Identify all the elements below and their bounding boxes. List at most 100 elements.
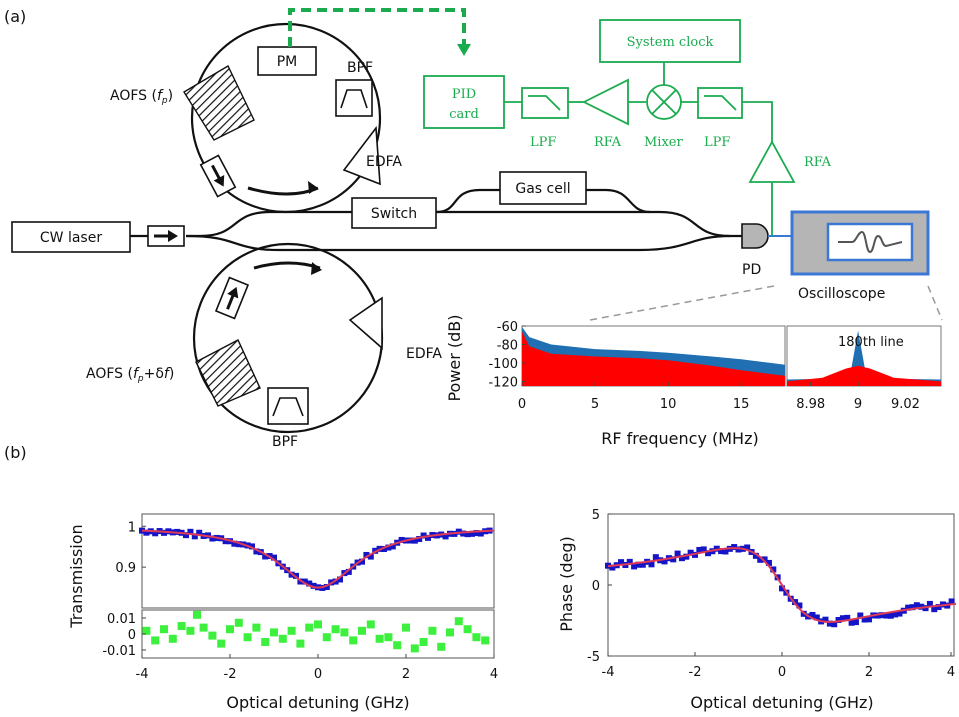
phase-data-point [700, 546, 707, 553]
phase-data-point [770, 566, 777, 573]
rf-left-xtick-label: 5 [591, 397, 599, 412]
phase-fit-line [607, 547, 957, 623]
residual-data-point [419, 638, 428, 646]
residual-data-point [287, 626, 296, 635]
rf-ytick-label: -80 [497, 338, 518, 353]
phase-data-point [813, 614, 820, 621]
bpf-bottom-box [267, 387, 309, 425]
transmission-data-point [477, 530, 484, 537]
phase-data-point [839, 615, 846, 622]
edfa-top-label: EDFA [366, 154, 402, 170]
transmission-data-point [253, 548, 260, 555]
top-ring-isolator-arrow-icon [213, 174, 225, 187]
transmission-data-point [359, 558, 365, 565]
residual-data-point [296, 639, 305, 648]
transmission-fit-line [141, 529, 495, 589]
transmission-data-point [473, 530, 480, 537]
rf-ytick-label: -120 [488, 375, 518, 390]
isolator-arrow-icon [168, 230, 178, 242]
transmission-data-point [389, 543, 396, 550]
phase-data-point [905, 604, 912, 611]
fiber-combine-upper [640, 210, 742, 238]
photodiode [741, 223, 769, 249]
phase-data-point [866, 616, 872, 623]
lpf-left-label: LPF [530, 135, 556, 150]
transmission-ylabel: Transmission [67, 524, 86, 628]
phase-ytick-label: 5 [592, 508, 600, 523]
phase-data-point [792, 599, 799, 606]
top-direction-arrowhead [308, 181, 318, 194]
bpf-top-label: BPF [347, 60, 373, 76]
phase-data-point [883, 612, 890, 619]
system-clock-label: System clock [627, 35, 714, 50]
transmission-data-point [416, 536, 423, 543]
bpf-top-icon [340, 89, 368, 109]
transmission-data-point [323, 583, 330, 590]
transmission-data-point [420, 532, 427, 539]
aofs-bottom [195, 339, 261, 407]
transmission-data-point [209, 535, 216, 542]
phase-chart: 5 0 -5-4 -2 0 2 4 Phase (deg) Optical detuning (… [557, 508, 957, 712]
rfa-right-label: RFA [804, 155, 832, 170]
transmission-data-point [385, 544, 392, 551]
transmission-xtick-label: -2 [224, 667, 237, 682]
fiber-lower-arm [185, 234, 640, 252]
lpf-right-box [697, 87, 743, 119]
phase-data-point [678, 555, 685, 562]
transmission-data-point [460, 530, 467, 537]
mixer-label: Mixer [644, 135, 683, 150]
lpf-left-icon [528, 95, 561, 111]
transmission-xtick-label: 2 [402, 667, 410, 682]
phase-data-point [735, 546, 742, 553]
phase-ytick-label: -5 [587, 650, 600, 665]
transmission-data-point [183, 532, 189, 539]
rf-xlabel: RF frequency (MHz) [601, 429, 758, 448]
phase-data-point [718, 548, 725, 555]
phase-data-point [852, 619, 859, 626]
transmission-frame [141, 513, 495, 609]
phase-xlabel: Optical detuning (GHz) [690, 693, 873, 712]
phase-data-point [935, 604, 942, 611]
feedback-dashed-line [288, 8, 466, 48]
phase-data-point [692, 551, 698, 558]
pid-card-label-line1: PID [452, 87, 476, 102]
phase-data-point [857, 612, 864, 619]
residual-data-point [314, 620, 322, 629]
residual-data-point [463, 625, 472, 634]
residual-data-point [177, 622, 186, 630]
residual-data-point [331, 625, 340, 634]
residual-data-point [160, 625, 168, 634]
switch-label: Switch [371, 206, 417, 222]
transmission-data-point [411, 537, 418, 544]
transmission-data-point [381, 546, 387, 553]
bpf-bottom-icon [272, 397, 304, 417]
phase-ylabel: Phase (deg) [557, 536, 576, 632]
fiber-to-gas-cell [435, 188, 500, 214]
bottom-ring-isolator-arrow-icon [227, 286, 239, 299]
bottom-direction-arrowhead [311, 262, 322, 275]
phase-data-point [639, 561, 646, 568]
phase-data-point [683, 553, 690, 560]
transmission-data-point [455, 528, 462, 535]
residual-data-point [322, 633, 331, 642]
phase-data-point [879, 612, 886, 619]
transmission-data-point [367, 553, 374, 560]
rf-left-series-1-area [522, 331, 785, 386]
residual-data-point [186, 626, 195, 635]
aofs-top-label: AOFS (fp) [110, 88, 173, 106]
residual-data-point [437, 642, 446, 651]
phase-data-point [674, 550, 681, 557]
transmission-data-point [301, 578, 308, 585]
phase-data-point [635, 561, 642, 568]
phase-data-point [752, 552, 759, 559]
phase-xtick-label: -4 [602, 665, 615, 680]
transmission-data-point [249, 543, 255, 550]
phase-data-point [722, 548, 729, 555]
rf-ytick-label: -100 [488, 357, 518, 372]
rf-right-xtick-label: 8.98 [796, 397, 825, 412]
phase-data-point [848, 619, 855, 626]
residual-data-point [278, 634, 287, 643]
fiber-upper-arm [186, 210, 352, 238]
edfa-bottom-label: EDFA [406, 346, 442, 362]
pm-label: PM [277, 54, 298, 70]
